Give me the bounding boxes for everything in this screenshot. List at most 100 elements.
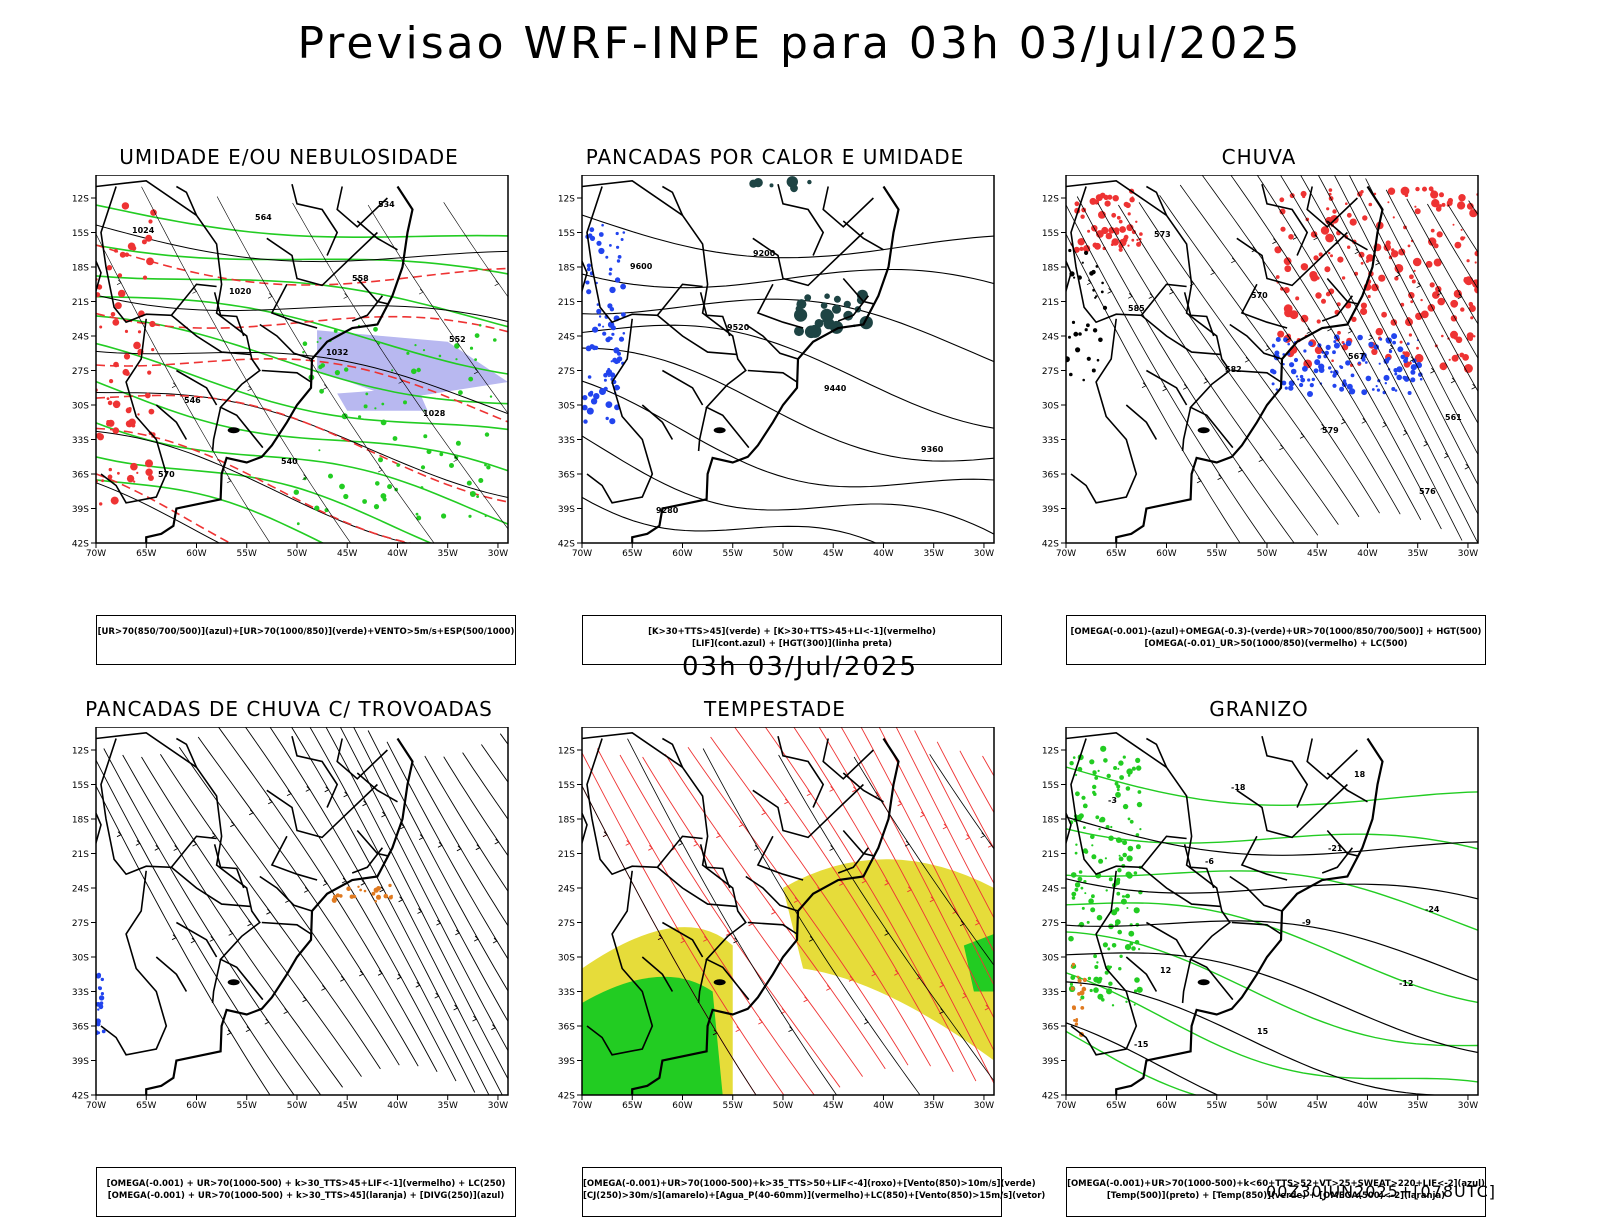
- small-contour: [1095, 295, 1098, 298]
- geo-boundaries: [582, 731, 900, 1095]
- state-border: [1306, 186, 1358, 228]
- rain-red-area: [1360, 307, 1368, 316]
- stream-arrow: [602, 831, 608, 838]
- omega-orange-area: [1079, 998, 1082, 1001]
- humidity-blob: [438, 354, 442, 358]
- rain-red-area: [1360, 302, 1367, 309]
- lif-contour: [582, 395, 588, 401]
- stream-arrow: [303, 887, 309, 893]
- temp850-contour: [1133, 1003, 1136, 1006]
- lat-label: 24S: [558, 885, 575, 895]
- small-contour: [1100, 290, 1104, 294]
- hgt300-contour: [582, 214, 994, 259]
- humidity-blob: [373, 504, 380, 510]
- rain-red-area: [1074, 201, 1080, 207]
- stream-arrow: [916, 973, 922, 980]
- wind850-area: [582, 976, 723, 1095]
- temp850-contour: [1096, 961, 1099, 964]
- legend-line: [LIF](cont.azul) + [HGT(300)](linha pret…: [691, 639, 893, 649]
- rain-red-area: [1391, 250, 1399, 258]
- rain-red-area: [1280, 226, 1286, 232]
- rain-red-area: [1473, 335, 1476, 338]
- legend-line: [CJ(250)>30m/s](amarelo)+[Agua_P(40-60mm…: [583, 1191, 1046, 1201]
- lon-label: 50W: [1257, 1101, 1277, 1111]
- rain-red-area: [1371, 283, 1379, 292]
- state-border: [641, 404, 674, 440]
- jet-core-area: [782, 859, 994, 1061]
- map-frame: [95, 175, 509, 544]
- lif-contour: [609, 372, 616, 378]
- rain-red-area: [1114, 240, 1119, 245]
- humidity-blob: [493, 338, 497, 342]
- small-contour: [1082, 378, 1085, 382]
- lif-contour: [586, 289, 592, 295]
- lon-label: 65W: [136, 1101, 156, 1111]
- k-tts-orange-area: [374, 900, 378, 903]
- rain-red-area: [1408, 333, 1412, 337]
- stream-arrow: [1457, 293, 1463, 300]
- stream-arrow: [1395, 271, 1401, 278]
- stream-arrow: [1382, 421, 1388, 428]
- map-umidade: 102410201032102857056455855254654053412S…: [72, 175, 509, 559]
- lif-contour: [611, 332, 615, 336]
- lif-contour: [586, 267, 591, 272]
- temp850-contour: [1077, 876, 1083, 882]
- rain-blue-area: [1307, 378, 1311, 382]
- k-tts-area: [790, 184, 798, 193]
- humidity-blob: [147, 475, 154, 481]
- humidity-blob: [314, 505, 320, 511]
- temp850-contour: [1106, 773, 1111, 779]
- temp850-contour: [1113, 766, 1118, 770]
- humidity-blob: [414, 344, 417, 347]
- stream-arrow: [733, 937, 739, 944]
- stream-arrow: [1471, 383, 1477, 390]
- humidity-blob: [466, 480, 472, 486]
- rain-blue-area: [1346, 383, 1353, 390]
- stream-arrow: [748, 920, 754, 927]
- lif-contour: [596, 240, 602, 246]
- rain-blue-area: [1357, 361, 1361, 365]
- small-contour: [1084, 328, 1088, 332]
- temp850-contour: [1084, 849, 1089, 854]
- small-contour: [1096, 358, 1100, 362]
- rain-blue-area: [1400, 354, 1406, 360]
- rain-red-area: [1315, 292, 1322, 299]
- rain-red-area: [1400, 186, 1410, 196]
- rain-blue-area: [1376, 388, 1380, 392]
- lat-label: 36S: [1042, 1023, 1059, 1033]
- rain-red-area: [1127, 244, 1130, 247]
- rain-red-area: [1373, 192, 1377, 196]
- rain-red-area: [1470, 316, 1474, 320]
- wind850-vector: [929, 754, 994, 850]
- small-contour: [1098, 337, 1103, 343]
- stream-arrow: [192, 288, 198, 294]
- stream-arrow: [861, 877, 867, 884]
- temp500-contour: [1066, 878, 1478, 900]
- rain-red-area: [1457, 201, 1466, 210]
- rain-blue-area: [1343, 342, 1345, 345]
- humidity-blob: [101, 479, 104, 483]
- temp850-contour: [1127, 817, 1131, 821]
- state-border: [586, 870, 654, 1056]
- lon-label: 60W: [1156, 549, 1176, 559]
- state-border: [351, 847, 384, 874]
- humidity-blob: [147, 370, 152, 375]
- rain-red-area: [1414, 208, 1421, 215]
- temp850-contour: [1066, 1030, 1199, 1095]
- rain-blue-area: [1302, 365, 1308, 372]
- humidity-blob: [374, 407, 377, 410]
- rain-red-area: [1096, 230, 1104, 238]
- hgt300-contour: [582, 268, 994, 289]
- state-border: [777, 184, 825, 256]
- stream-arrow: [1409, 356, 1415, 362]
- temp850-contour: [1087, 976, 1092, 981]
- stream-arrow: [381, 811, 387, 818]
- lake: [227, 979, 240, 986]
- rain-red-area: [1463, 236, 1466, 239]
- lat-label: 27S: [72, 919, 89, 929]
- stream-arrow: [1128, 293, 1133, 299]
- stream-arrow: [472, 1015, 478, 1022]
- rain-blue-area: [1288, 385, 1294, 391]
- temp850-contour: [1083, 826, 1086, 829]
